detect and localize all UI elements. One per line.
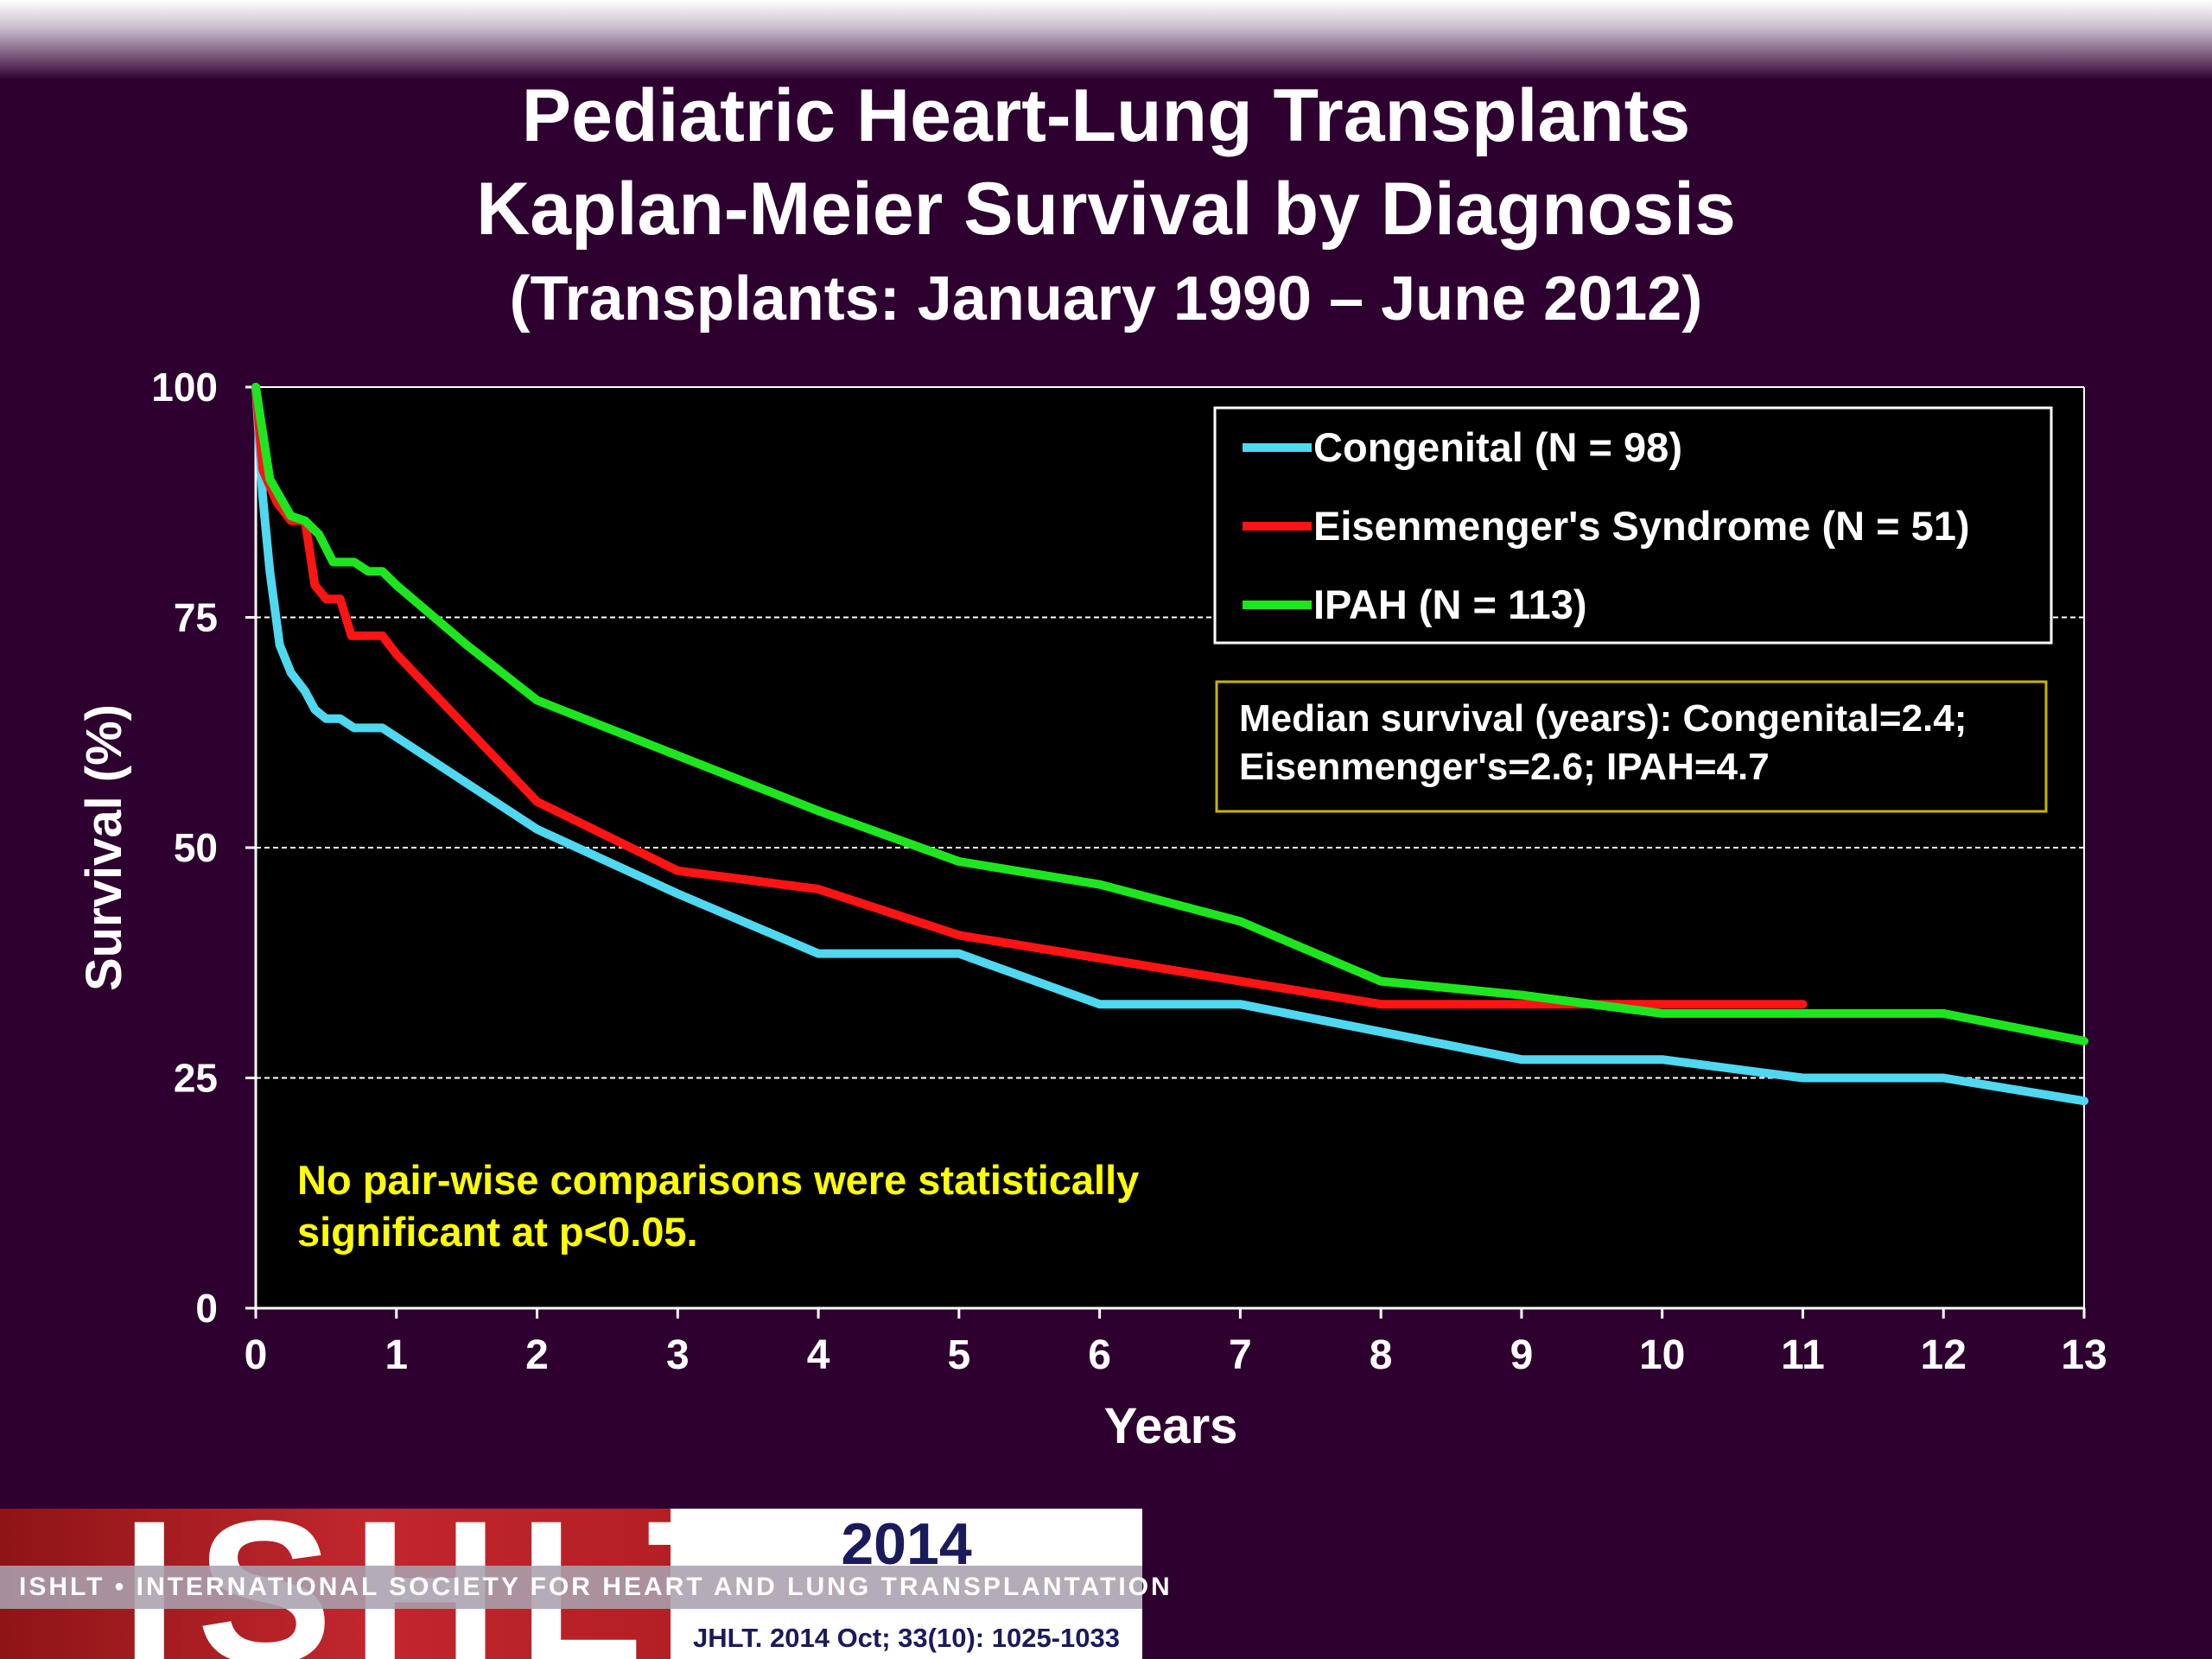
x-tick-label: 10 — [1639, 1332, 1685, 1378]
legend-label-1: Eisenmenger's Syndrome (N = 51) — [1313, 503, 1970, 549]
y-tick-label: 0 — [195, 1286, 218, 1331]
y-tick-label: 50 — [174, 825, 218, 870]
title-line-3: (Transplants: January 1990 – June 2012) — [509, 264, 1703, 334]
x-tick-label: 5 — [947, 1332, 970, 1378]
median-survival-box: Median survival (years): Congenital=2.4;… — [1215, 680, 2048, 813]
title-line-2: Kaplan-Meier Survival by Diagnosis — [476, 168, 1736, 251]
slide-title: Pediatric Heart-Lung Transplants Kaplan-… — [0, 69, 2212, 342]
legend-box — [1213, 406, 2053, 645]
x-tick-label: 6 — [1088, 1332, 1111, 1378]
legend-label-2: IPAH (N = 113) — [1313, 582, 1587, 627]
y-tick-label: 100 — [151, 365, 218, 410]
x-tick-label: 8 — [1370, 1332, 1393, 1378]
y-axis-label: Survival (%) — [76, 704, 132, 991]
x-tick-label: 12 — [1921, 1332, 1967, 1378]
x-axis-label: Years — [1104, 1398, 1238, 1454]
median-note-line-2: Eisenmenger's=2.6; IPAH=4.7 — [1239, 746, 1770, 788]
journal-reference: JHLT. 2014 Oct; 33(10): 1025-1033 — [693, 1623, 1120, 1653]
series-line-0 — [251, 383, 2088, 1106]
society-banner: ISHLT • INTERNATIONAL SOCIETY FOR HEART … — [0, 1566, 1170, 1609]
median-note-line-1: Median survival (years): Congenital=2.4; — [1239, 697, 1967, 740]
y-tick-label: 25 — [174, 1056, 218, 1101]
x-tick-label: 11 — [1781, 1332, 1825, 1378]
axes — [245, 385, 2086, 1319]
x-tick-label: 13 — [2061, 1332, 2107, 1378]
significance-note-line-1: No pair-wise comparisons were statistica… — [297, 1157, 1139, 1203]
x-tick-label: 2 — [525, 1332, 549, 1378]
x-tick-label: 0 — [245, 1332, 268, 1378]
top-gradient-band — [0, 0, 2212, 79]
series-line-2 — [251, 383, 2088, 1046]
title-line-1: Pediatric Heart-Lung Transplants — [521, 74, 1691, 157]
legend: Congenital (N = 98) Eisenmenger's Syndrom… — [1213, 406, 2053, 645]
x-tick-label: 1 — [385, 1332, 408, 1378]
x-tick-label: 7 — [1229, 1332, 1252, 1378]
ishlt-footer: ISHLT 2014 ISHLT • INTERNATIONAL SOCIETY… — [0, 1509, 1170, 1659]
significance-note-line-2: significant at p<0.05. — [297, 1209, 698, 1255]
x-tick-label: 3 — [666, 1332, 690, 1378]
y-tick-label: 75 — [174, 595, 218, 640]
series-lines — [251, 383, 2088, 1106]
median-box-frame — [1215, 680, 2048, 813]
legend-label-0: Congenital (N = 98) — [1313, 424, 1682, 470]
x-tick-label: 9 — [1510, 1332, 1534, 1378]
x-tick-label: 4 — [807, 1332, 830, 1378]
